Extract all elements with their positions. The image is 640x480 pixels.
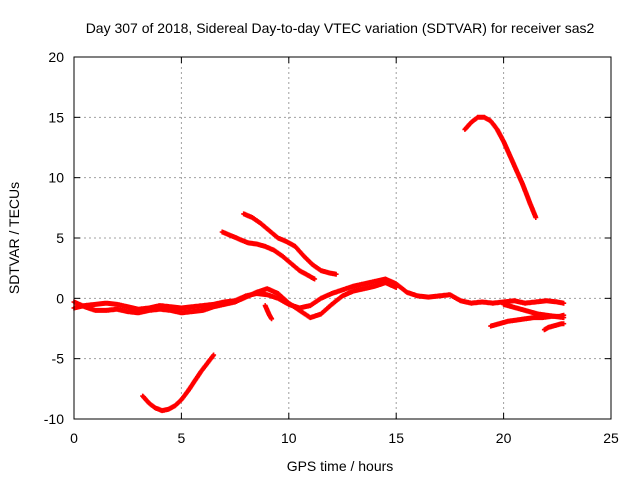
point-markers: [140, 352, 217, 414]
series-arc-mid-2: [241, 211, 339, 277]
series-arc-late-dip: [262, 303, 275, 322]
y-tick-label: -5: [52, 351, 65, 367]
x-axis-title: GPS time / hours: [287, 458, 394, 474]
x-tick-label: 20: [496, 430, 512, 446]
y-tick-label: 20: [48, 49, 64, 65]
y-tick-label: 5: [56, 230, 64, 246]
x-tick-label: 25: [603, 430, 619, 446]
point-markers: [241, 211, 339, 277]
y-tick-label: -10: [44, 411, 64, 427]
y-tick-label: 15: [48, 109, 64, 125]
x-tick-label: 10: [281, 430, 297, 446]
series-arc-high: [462, 114, 539, 220]
y-tick-label: 10: [48, 170, 64, 186]
point-markers: [541, 321, 567, 333]
tick-labels: 0 5 10 15 20 25 -10 -5 0 5 10 15 20: [44, 49, 619, 446]
series-arc-mid-1: [219, 229, 318, 282]
series-arc-late-mid: [501, 301, 567, 321]
series-arc-late-short: [541, 321, 567, 333]
y-axis-title: SDTVAR / TECUs: [6, 182, 22, 294]
series-arc-low-dip: [140, 352, 217, 414]
y-tick-label: 0: [56, 290, 64, 306]
point-markers: [262, 303, 275, 322]
x-tick-label: 5: [178, 430, 186, 446]
ticks: [73, 56, 612, 420]
point-markers: [462, 114, 539, 220]
point-markers: [501, 301, 567, 321]
data-points: [71, 114, 567, 414]
chart-title: Day 307 of 2018, Sidereal Day-to-day VTE…: [86, 20, 595, 36]
grid: [74, 57, 611, 419]
point-markers: [219, 229, 318, 282]
x-tick-label: 0: [70, 430, 78, 446]
x-tick-label: 15: [388, 430, 404, 446]
